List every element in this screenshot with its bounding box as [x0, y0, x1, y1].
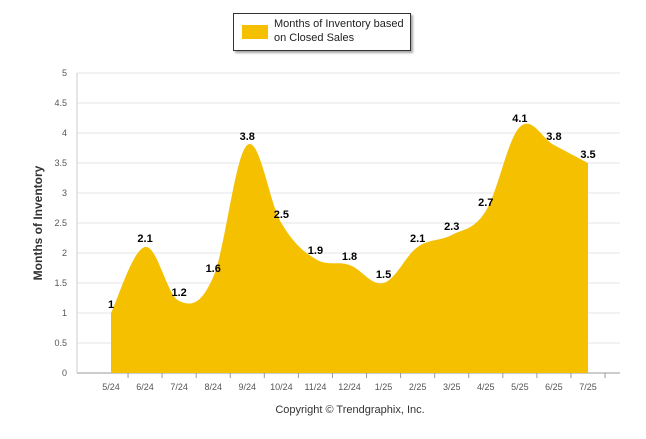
- x-tick-label: 7/25: [579, 382, 597, 392]
- x-tick-label: 5/25: [511, 382, 529, 392]
- data-label: 2.1: [137, 233, 152, 245]
- x-tick-label: 7/24: [170, 382, 188, 392]
- y-tick-label: 4.5: [54, 98, 67, 108]
- data-label: 1.8: [342, 251, 357, 263]
- y-tick-label: 0.5: [54, 338, 67, 348]
- x-tick-label: 10/24: [270, 382, 293, 392]
- x-tick-label: 6/25: [545, 382, 563, 392]
- data-label: 2.5: [274, 209, 289, 221]
- y-tick-label: 3: [62, 188, 67, 198]
- legend: Months of Inventory based on Closed Sale…: [233, 13, 411, 51]
- y-tick-label: 0: [62, 368, 67, 378]
- x-tick-label: 3/25: [443, 382, 461, 392]
- data-label: 2.1: [410, 233, 425, 245]
- data-label: 3.5: [580, 149, 595, 161]
- y-tick-label: 1.5: [54, 278, 67, 288]
- copyright-footer: Copyright © Trendgraphix, Inc.: [275, 404, 424, 416]
- x-tick-label: 8/24: [204, 382, 222, 392]
- data-label: 1.6: [206, 263, 221, 275]
- data-label: 3.8: [240, 131, 255, 143]
- y-tick-label: 1: [62, 308, 67, 318]
- x-tick-label: 9/24: [239, 382, 257, 392]
- data-label: 2.3: [444, 221, 459, 233]
- x-tick-label: 6/24: [136, 382, 154, 392]
- y-tick-label: 5: [62, 68, 67, 78]
- data-label: 1.2: [171, 287, 186, 299]
- x-tick-label: 1/25: [375, 382, 393, 392]
- data-label: 3.8: [546, 131, 561, 143]
- x-tick-label: 11/24: [304, 382, 326, 392]
- y-tick-label: 2.5: [54, 218, 67, 228]
- data-label: 1.9: [308, 245, 323, 257]
- data-label: 4.1: [512, 113, 527, 125]
- x-tick-label: 12/24: [338, 382, 361, 392]
- y-tick-label: 2: [62, 248, 67, 258]
- y-axis-title: Months of Inventory: [31, 165, 45, 280]
- data-label: 1: [108, 299, 114, 311]
- x-tick-label: 4/25: [477, 382, 495, 392]
- x-tick-label: 2/25: [409, 382, 427, 392]
- legend-label: Months of Inventory based on Closed Sale…: [274, 18, 404, 44]
- legend-swatch: [242, 25, 268, 39]
- x-tick-label: 5/24: [102, 382, 120, 392]
- data-label: 2.7: [478, 197, 493, 209]
- data-label: 1.5: [376, 269, 391, 281]
- series-area: [111, 123, 588, 373]
- y-tick-label: 4: [62, 128, 67, 138]
- y-tick-label: 3.5: [54, 158, 67, 168]
